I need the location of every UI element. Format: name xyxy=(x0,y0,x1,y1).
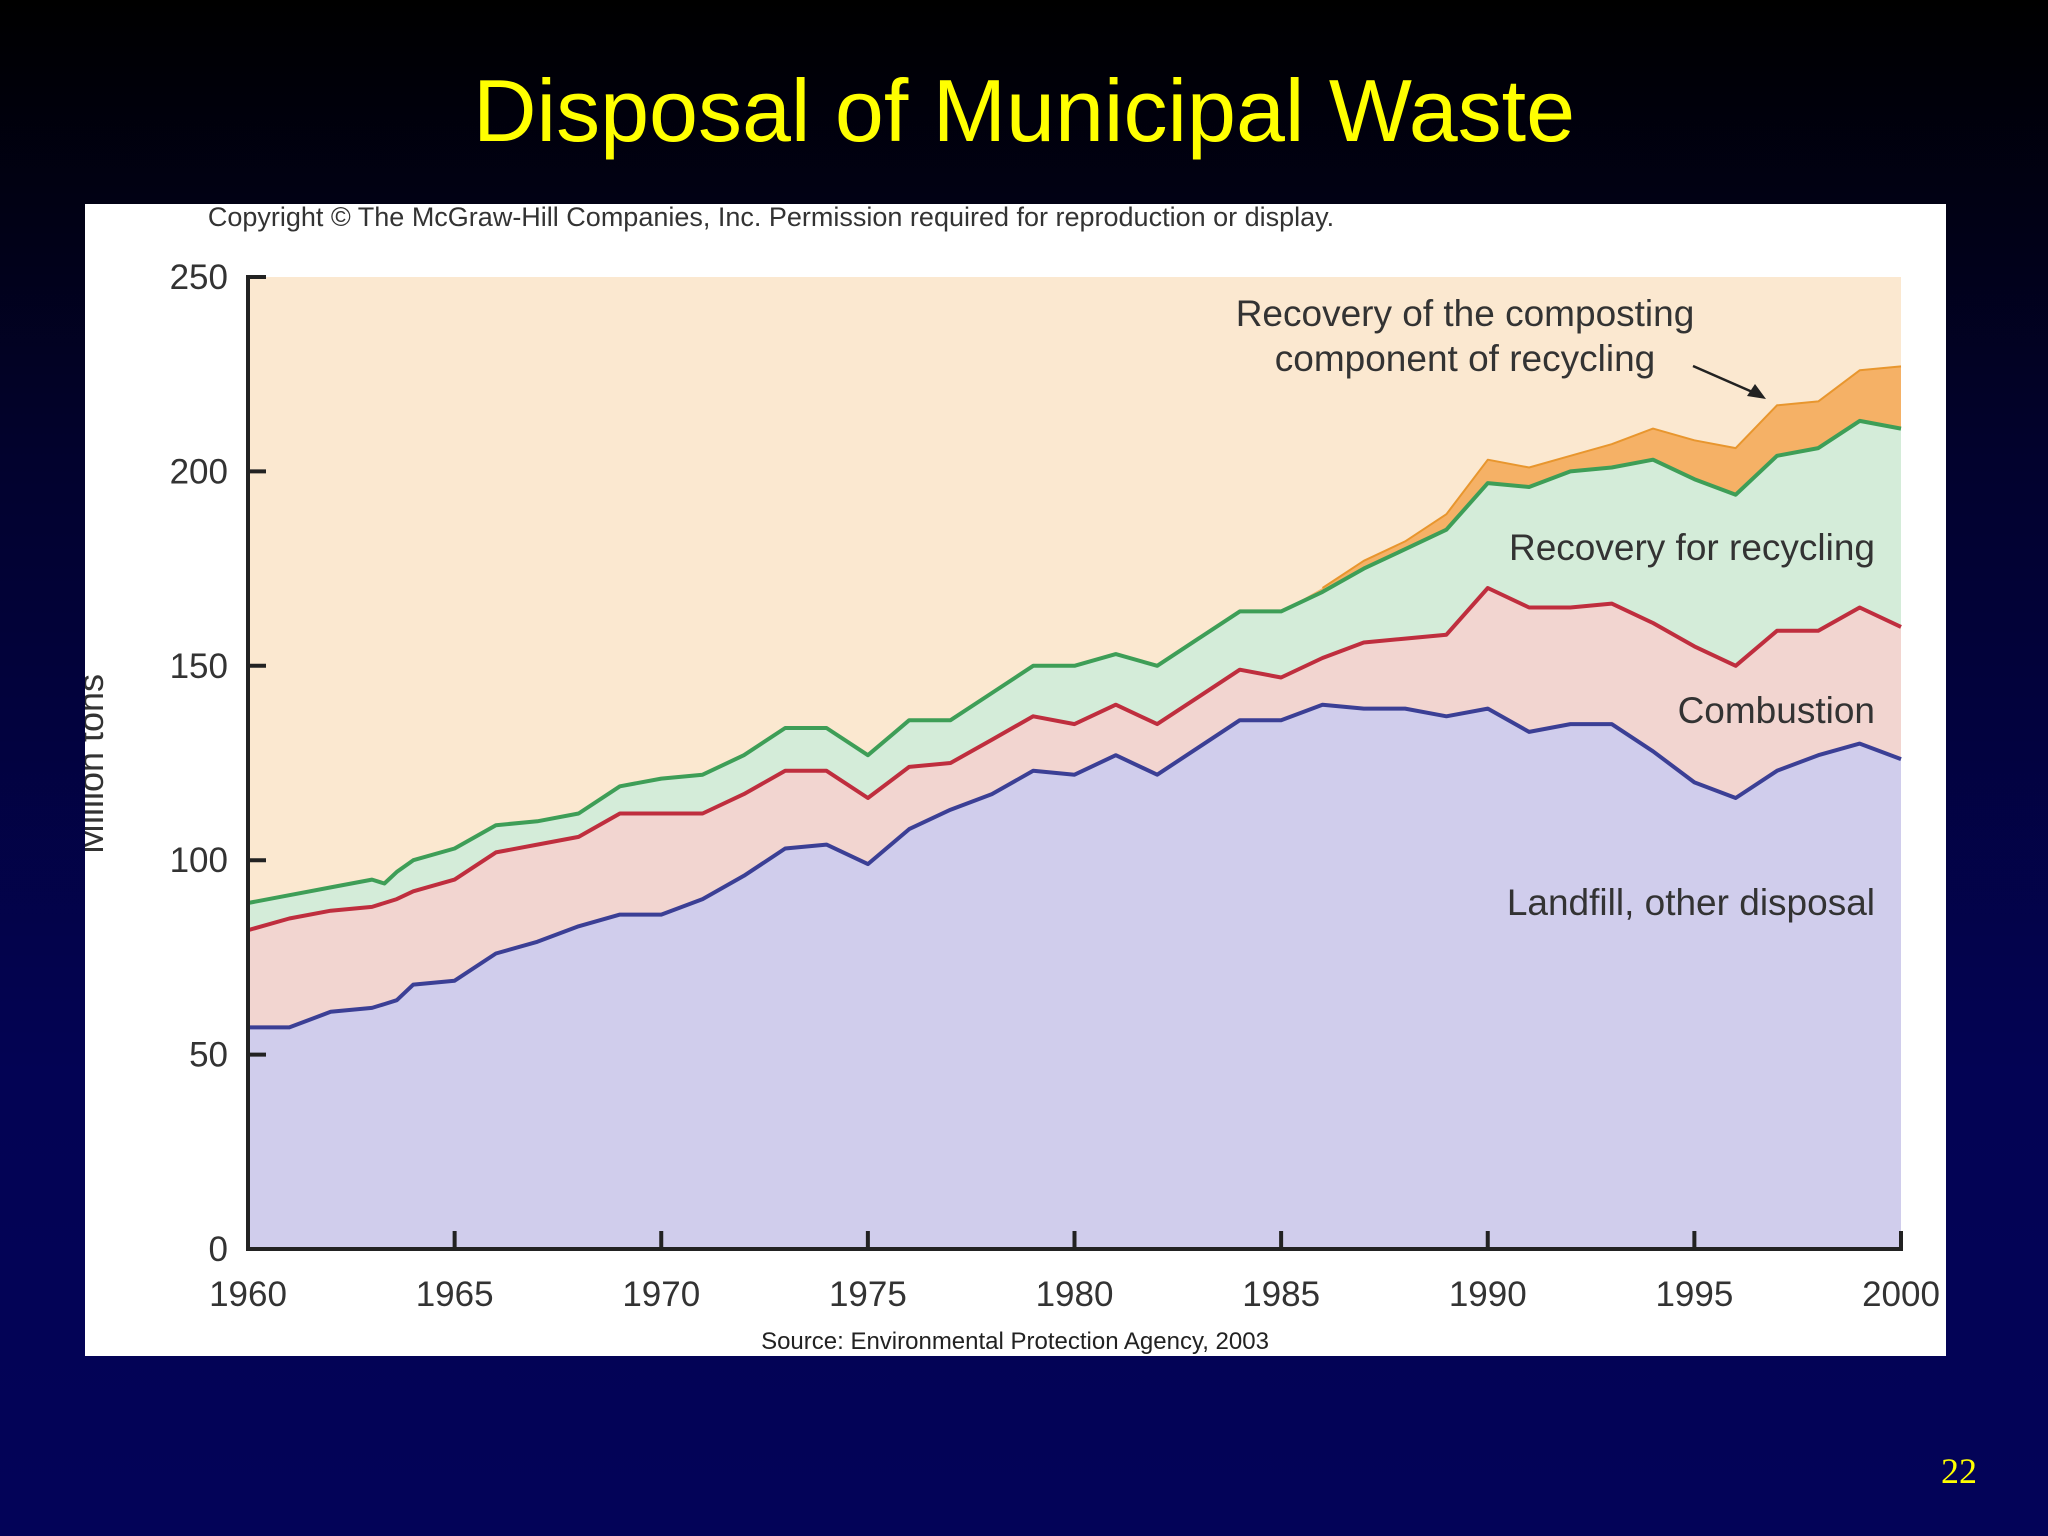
area-chart: Copyright © The McGraw-Hill Companies, I… xyxy=(85,204,1940,1355)
y-tick-label: 0 xyxy=(209,1230,228,1269)
x-tick-label: 1995 xyxy=(1655,1275,1733,1314)
y-tick-label: 150 xyxy=(170,647,228,686)
x-tick-label: 1975 xyxy=(829,1275,907,1314)
y-tick-label: 50 xyxy=(189,1036,228,1075)
landfill-line xyxy=(248,702,1902,1030)
y-tick-label: 250 xyxy=(170,258,228,297)
y-tick-label: 100 xyxy=(170,841,228,880)
x-tick-label: 2000 xyxy=(1862,1275,1940,1314)
combustion-line xyxy=(247,586,1902,933)
composting-arrow xyxy=(1692,364,1766,399)
landfill-area xyxy=(248,704,1901,1249)
y-tick-label: 200 xyxy=(170,452,228,491)
composting-line xyxy=(1321,365,1902,589)
x-tick-label: 1980 xyxy=(1036,1275,1114,1314)
recycling-annotation: Recovery for recycling xyxy=(1509,527,1875,568)
composting-annotation-line2: component of recycling xyxy=(1275,338,1655,379)
page-number: 22 xyxy=(1941,1451,1977,1491)
x-tick-label: 1990 xyxy=(1449,1275,1527,1314)
x-tick-label: 1970 xyxy=(622,1275,700,1314)
x-tick-label: 1965 xyxy=(416,1275,494,1314)
combustion-annotation: Combustion xyxy=(1678,690,1875,731)
recycling-line xyxy=(247,418,1902,905)
series-lines xyxy=(247,365,1902,1030)
x-tick-label: 1960 xyxy=(209,1275,287,1314)
copyright-notice: Copyright © The McGraw-Hill Companies, I… xyxy=(208,204,1334,232)
landfill-annotation: Landfill, other disposal xyxy=(1507,882,1875,923)
x-tick-label: 1985 xyxy=(1242,1275,1320,1314)
y-axis-label: Million tons xyxy=(85,674,111,854)
source-note: Source: Environmental Protection Agency,… xyxy=(761,1328,1269,1355)
composting-annotation-line1: Recovery of the composting xyxy=(1236,293,1695,334)
chart-areas xyxy=(248,277,1901,1249)
figure-panel: Copyright © The McGraw-Hill Companies, I… xyxy=(85,204,1946,1356)
slide-title: Disposal of Municipal Waste xyxy=(472,61,1576,160)
chart-axes: 0 50 100 150 200 250 1960 1965 1970 1975 1980 1985 1… xyxy=(170,258,1940,1314)
